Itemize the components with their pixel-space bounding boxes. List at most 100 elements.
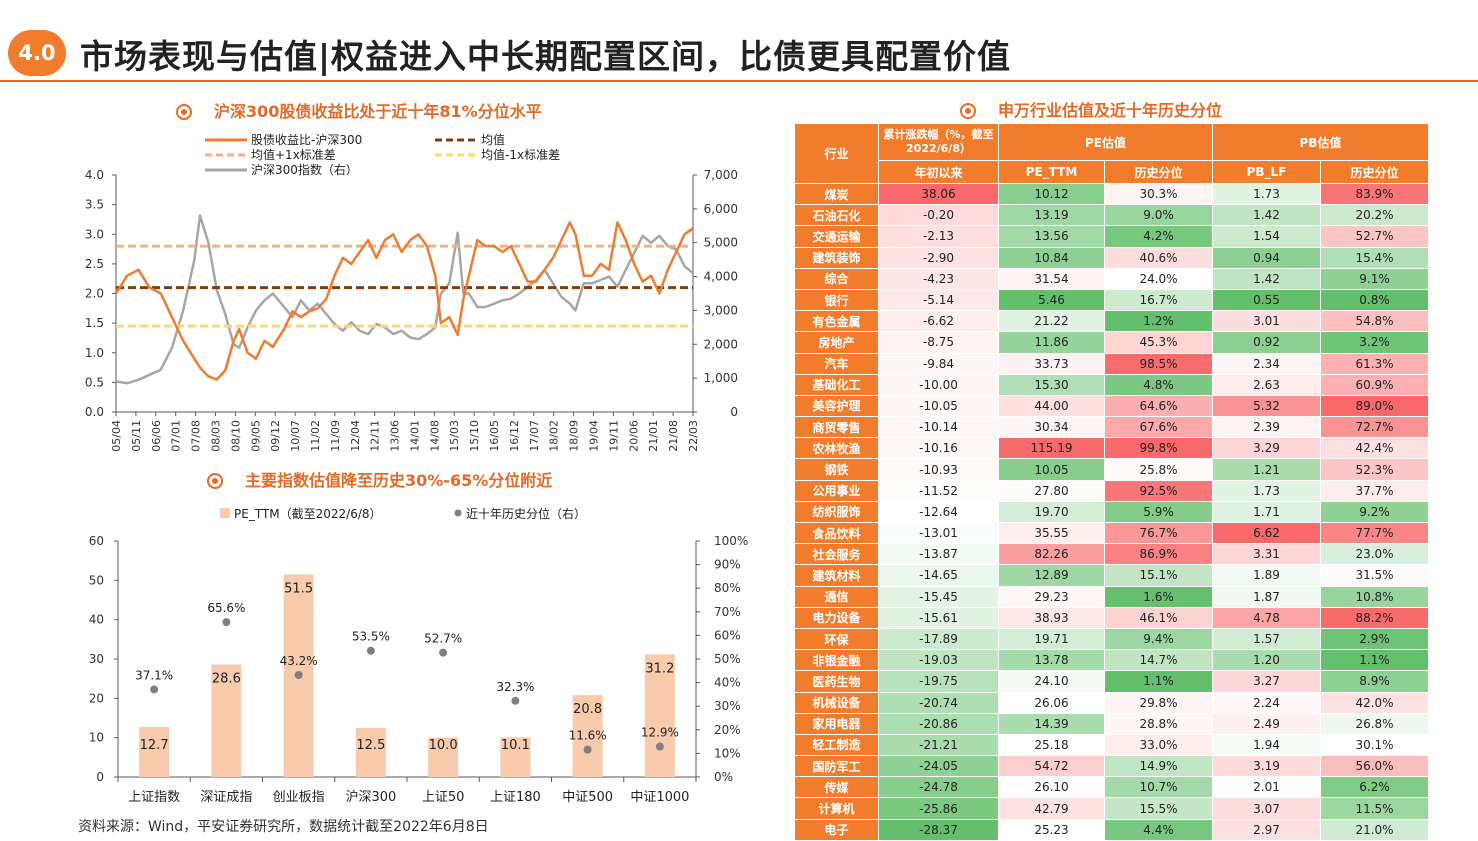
industry-name: 钢铁 — [794, 458, 879, 481]
industry-name: 家用电器 — [794, 712, 879, 735]
bar-value-label: 31.2 — [645, 661, 674, 676]
pb-lf: 2.34 — [1212, 352, 1321, 375]
pe-ttm: 42.79 — [998, 797, 1105, 820]
right-tick-label: 6,000 — [704, 202, 738, 216]
pb-percentile: 52.7% — [1320, 225, 1429, 248]
pb-lf: 0.55 — [1212, 288, 1321, 312]
pe-ttm: 10.12 — [998, 182, 1105, 206]
pb-percentile: 37.7% — [1320, 479, 1429, 502]
pb-percentile: 11.5% — [1320, 797, 1429, 820]
bar — [355, 727, 386, 777]
table-row: 医药生物 -19.75 24.10 1.1% 3.27 8.9% — [794, 670, 1429, 693]
pb-lf: 1.20 — [1212, 649, 1321, 672]
ytd-change: -24.78 — [878, 776, 999, 799]
pb-lf: 2.39 — [1212, 416, 1321, 439]
right-tick-label: 4,000 — [704, 270, 738, 284]
x-tick-label: 07/08 — [190, 420, 203, 452]
pe-ttm: 31.54 — [998, 267, 1105, 290]
table-row: 通信 -15.45 29.23 1.6% 1.87 10.8% — [794, 585, 1429, 608]
industry-name: 环保 — [794, 627, 879, 651]
x-tick-label: 18/09 — [568, 420, 581, 452]
left-tick-label: 10 — [89, 731, 104, 745]
pb-lf: 3.29 — [1212, 437, 1321, 460]
x-tick-label: 11/02 — [309, 420, 322, 452]
pb-lf: 3.07 — [1212, 797, 1321, 820]
ytd-change: -20.74 — [878, 691, 999, 714]
pe-ttm: 30.34 — [998, 416, 1105, 439]
x-tick-label: 17/07 — [528, 420, 541, 452]
left-tick-label: 4.0 — [85, 168, 104, 182]
pb-percentile: 2.9% — [1320, 627, 1429, 651]
left-tick-label: 40 — [89, 613, 104, 627]
pb-percentile: 15.4% — [1320, 246, 1429, 269]
pb-percentile: 56.0% — [1320, 755, 1429, 778]
percentile-label: 43.2% — [280, 654, 318, 668]
legend-swatch — [220, 508, 230, 518]
right-tick-label: 30% — [714, 699, 741, 713]
pb-percentile: 77.7% — [1320, 521, 1429, 545]
table-row: 基础化工 -10.00 15.30 4.8% 2.63 60.9% — [794, 373, 1429, 396]
pb-percentile: 23.0% — [1320, 543, 1429, 566]
legend-label: PE_TTM（截至2022/6/8） — [234, 507, 382, 521]
pe-ttm: 21.22 — [998, 310, 1105, 333]
pe-percentile: 10.7% — [1104, 776, 1213, 799]
pe-ttm: 29.23 — [998, 585, 1105, 608]
category-label: 深证成指 — [200, 790, 252, 805]
pb-lf: 4.78 — [1212, 606, 1321, 629]
pb-lf: 1.89 — [1212, 564, 1321, 587]
table-row: 电子 -28.37 25.23 4.4% 2.97 21.0% — [794, 818, 1429, 841]
x-tick-label: 08/03 — [209, 420, 222, 452]
pe-percentile: 67.6% — [1104, 416, 1213, 439]
bond-equity-ratio-chart: 0.0 0.5 1.0 1.5 2.0 2.5 3.0 3.5 4.0 0 1,000 2,000 3,… — [85, 132, 738, 452]
x-tick-label: 12/11 — [369, 420, 382, 452]
x-tick-label: 22/03 — [687, 420, 700, 452]
x-tick-label: 20/06 — [627, 420, 640, 452]
pe-ttm: 14.39 — [998, 712, 1105, 735]
pb-lf: 2.49 — [1212, 712, 1321, 735]
category-label: 上证180 — [490, 790, 541, 805]
table-row: 社会服务 -13.87 82.26 86.9% 3.31 23.0% — [794, 543, 1429, 566]
x-tick-label: 15/03 — [448, 420, 461, 452]
bullet-icon — [176, 104, 192, 120]
x-tick-label: 18/02 — [548, 420, 561, 452]
ytd-change: -11.52 — [878, 479, 999, 502]
percentile-dot — [222, 618, 231, 627]
bar — [644, 654, 675, 777]
table-row: 钢铁 -10.93 10.05 25.8% 1.21 52.3% — [794, 458, 1429, 481]
industry-name: 石油石化 — [794, 204, 879, 227]
pe-ttm: 33.73 — [998, 352, 1105, 375]
table-subtitle-text: 申万行业估值及近十年历史分位 — [998, 101, 1223, 120]
pe-percentile: 33.0% — [1104, 733, 1213, 757]
bar — [500, 737, 531, 777]
percentile-dot — [150, 685, 159, 694]
pe-ttm: 25.18 — [998, 733, 1105, 757]
pe-ttm: 15.30 — [998, 373, 1105, 396]
industry-name: 医药生物 — [794, 670, 879, 693]
pe-ttm: 10.05 — [998, 458, 1105, 481]
left-tick-label: 50 — [89, 573, 104, 587]
industry-name: 食品饮料 — [794, 521, 879, 545]
x-tick-label: 08/10 — [229, 420, 242, 452]
table-row: 机械设备 -20.74 26.06 29.8% 2.24 42.0% — [794, 691, 1429, 714]
pe-percentile: 1.2% — [1104, 310, 1213, 333]
pb-lf: 1.21 — [1212, 458, 1321, 481]
ytd-change: -8.75 — [878, 331, 999, 354]
industry-name: 美容护理 — [794, 394, 879, 418]
pb-percentile: 1.1% — [1320, 649, 1429, 672]
x-tick-label: 21/08 — [667, 420, 680, 452]
pb-percentile: 42.4% — [1320, 437, 1429, 460]
bar-value-label: 28.6 — [212, 672, 241, 687]
left-tick-label: 3.0 — [85, 227, 104, 241]
ytd-change: -2.13 — [878, 225, 999, 248]
category-label: 创业板指 — [273, 790, 325, 805]
bullet-icon — [207, 473, 223, 489]
bar — [211, 664, 242, 777]
pb-percentile: 9.1% — [1320, 267, 1429, 290]
left-tick-label: 0.0 — [85, 405, 104, 419]
ytd-change: -13.87 — [878, 543, 999, 566]
ytd-change: 38.06 — [878, 182, 999, 206]
pb-percentile: 72.7% — [1320, 416, 1429, 439]
pb-percentile: 9.2% — [1320, 500, 1429, 524]
right-tick-label: 50% — [714, 652, 741, 666]
pe-ttm: 115.19 — [998, 437, 1105, 460]
